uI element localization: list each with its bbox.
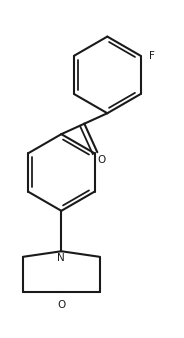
Text: F: F	[149, 51, 155, 61]
Text: N: N	[57, 254, 65, 263]
Text: O: O	[57, 300, 66, 310]
Text: O: O	[97, 155, 105, 166]
